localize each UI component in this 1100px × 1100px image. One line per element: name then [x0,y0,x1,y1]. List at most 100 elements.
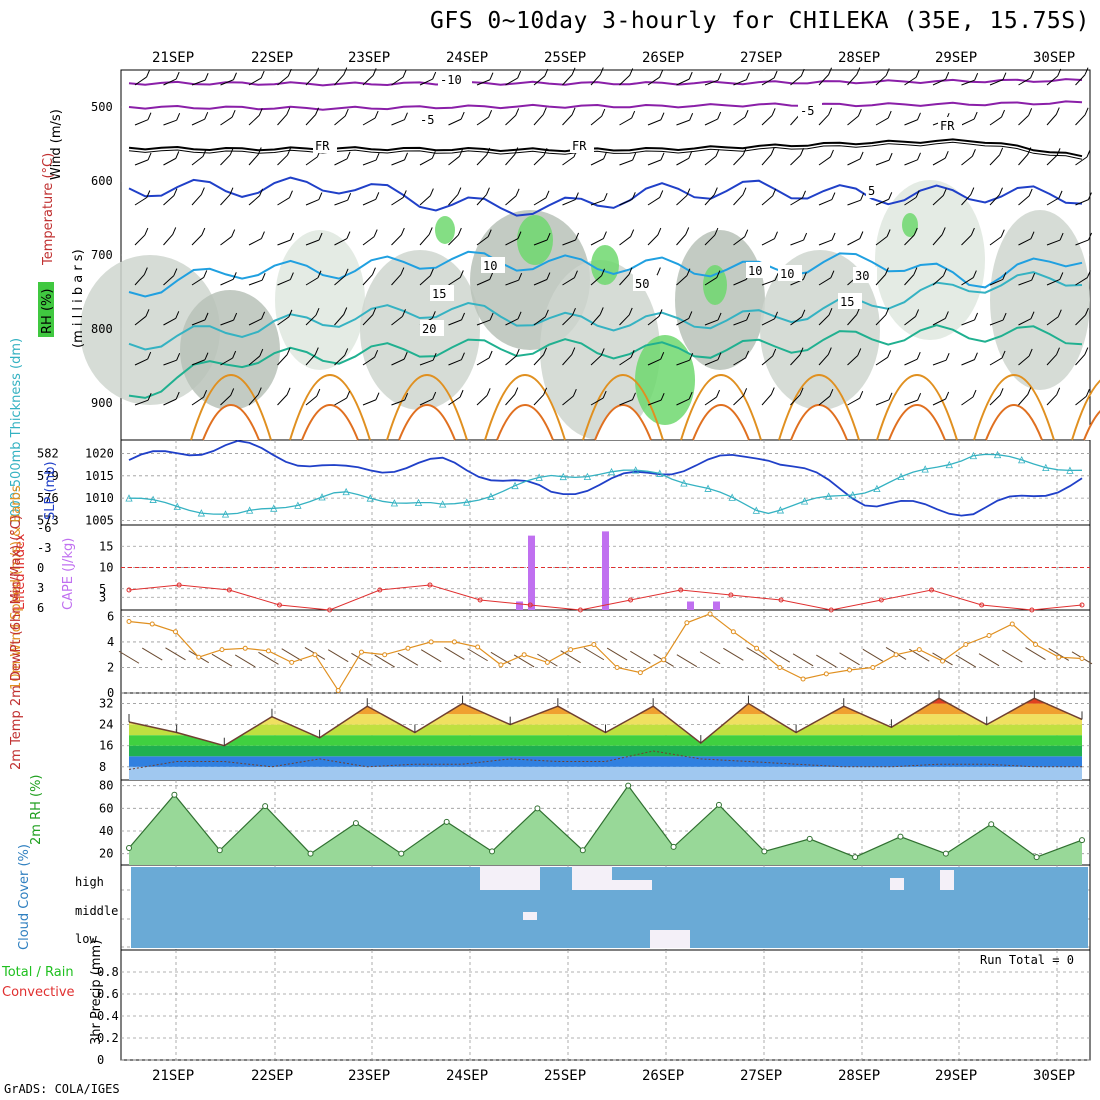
wind10-barb [560,650,581,664]
thickness-point [825,492,833,500]
wind10-barb [444,647,465,660]
wind-barb-flag [316,388,321,397]
wind-barb [676,78,690,86]
wind-barb [989,236,1002,246]
series-SLP [128,439,1083,517]
wind-barb-flag [601,108,606,117]
wind-barb-flag [372,307,377,316]
thickness-point [993,450,1002,459]
thickness-point [656,469,664,477]
wind-barb-flag [658,309,663,317]
wind-barb-flag [802,190,806,199]
wind10-point [335,687,341,693]
wind-barb [391,159,405,166]
wind-barb [733,394,744,406]
wind-barb [904,399,918,406]
wind-barb [704,118,718,126]
grads-credit: GrADS: COLA/IGES [4,1082,120,1096]
wind-barb-flag [375,152,380,161]
ylabel-slp: SLP (mb) [43,461,58,520]
wind-barb-flag [1031,273,1036,281]
wind-barb [505,115,517,126]
wind-barb [989,116,1002,126]
thickness-tick: 573 [37,514,59,528]
wind-barb [533,394,544,406]
wind-barb [1075,199,1089,206]
wind-barb [362,236,375,246]
thickness-point [1018,455,1026,464]
wind10-point [544,659,550,665]
cloud-level-label: middle [75,904,118,918]
isotherm-15 [128,271,1083,351]
wind10-point [893,652,899,658]
wind-barb-flag [257,147,262,155]
wind-barb [847,115,859,126]
thickness-point [776,506,785,514]
wind-barb-flag [173,268,178,276]
wind-barb-flag [1056,148,1061,156]
wind-barb-flag [717,312,722,321]
wind-barb-flag [715,149,720,157]
wind-barb [904,76,917,86]
thickness-point [1066,466,1074,474]
wind-barb-flag [799,347,804,355]
wind-barb [761,279,776,286]
wind-barb-flag [287,147,291,156]
wind-barb [362,399,377,406]
wind-barb-flag [800,148,805,156]
thickness-point [849,491,857,499]
wind-barb [391,399,405,406]
wind10-barb [978,653,1000,667]
wind-barb [1046,75,1059,86]
wind-barb [647,159,662,166]
wind-barb [277,75,289,86]
wind-barb [847,199,861,206]
wind-barb [191,118,205,126]
wind-barb-flag [774,231,778,239]
rh-point [1079,837,1085,844]
wind-barb-flag [970,187,975,195]
wind-barb-flag [346,231,351,239]
wind10-point [475,644,481,650]
wind-barb-flag [546,272,551,280]
wind10-barb [374,654,395,668]
wind-barb [704,319,719,326]
wind-barb-flag [774,311,779,319]
wind-barb-flag [860,192,865,201]
wind-barb-flag [461,312,465,321]
wind-barb-flag [856,67,861,75]
ylabel-convective: Convective [2,985,75,1000]
wind-barb [562,156,575,166]
wind-barb-flag [859,390,864,399]
wind-barb-flag [429,188,434,196]
wind-barb [932,234,943,246]
wind10-barb [1025,647,1046,660]
precip-tick: 0.2 [97,1031,119,1045]
wind-barb-flag [1085,389,1090,397]
wind-barb-flag [517,231,522,239]
wind-barb [277,197,290,206]
contour-label: FR [572,139,587,153]
wind-barb-flag [258,108,263,116]
wind-barb [305,239,320,246]
wind-barb [362,314,374,326]
wind-barb [647,76,660,86]
lifted-index-point [1029,607,1035,613]
wind-barb-flag [204,72,209,81]
wind-barb-flag [1084,307,1089,316]
warm-arc-inner [398,404,456,441]
li-tick: 3 [37,581,44,595]
wind-barb-flag [916,352,921,360]
thickness-point [366,494,374,502]
wind-barb-flag [1084,107,1089,116]
wind-barb-flag [289,272,294,280]
wind-barb-flag [630,229,635,237]
wind-barb [961,396,974,406]
wind-barb-flag [1030,311,1035,319]
pressure-tick: 800 [91,322,113,336]
wind-barb [989,79,1004,86]
contour-label-bg [313,137,337,153]
wind10-point [521,652,527,658]
wind-barb-flag [1028,108,1033,116]
wind-barb [163,157,177,166]
